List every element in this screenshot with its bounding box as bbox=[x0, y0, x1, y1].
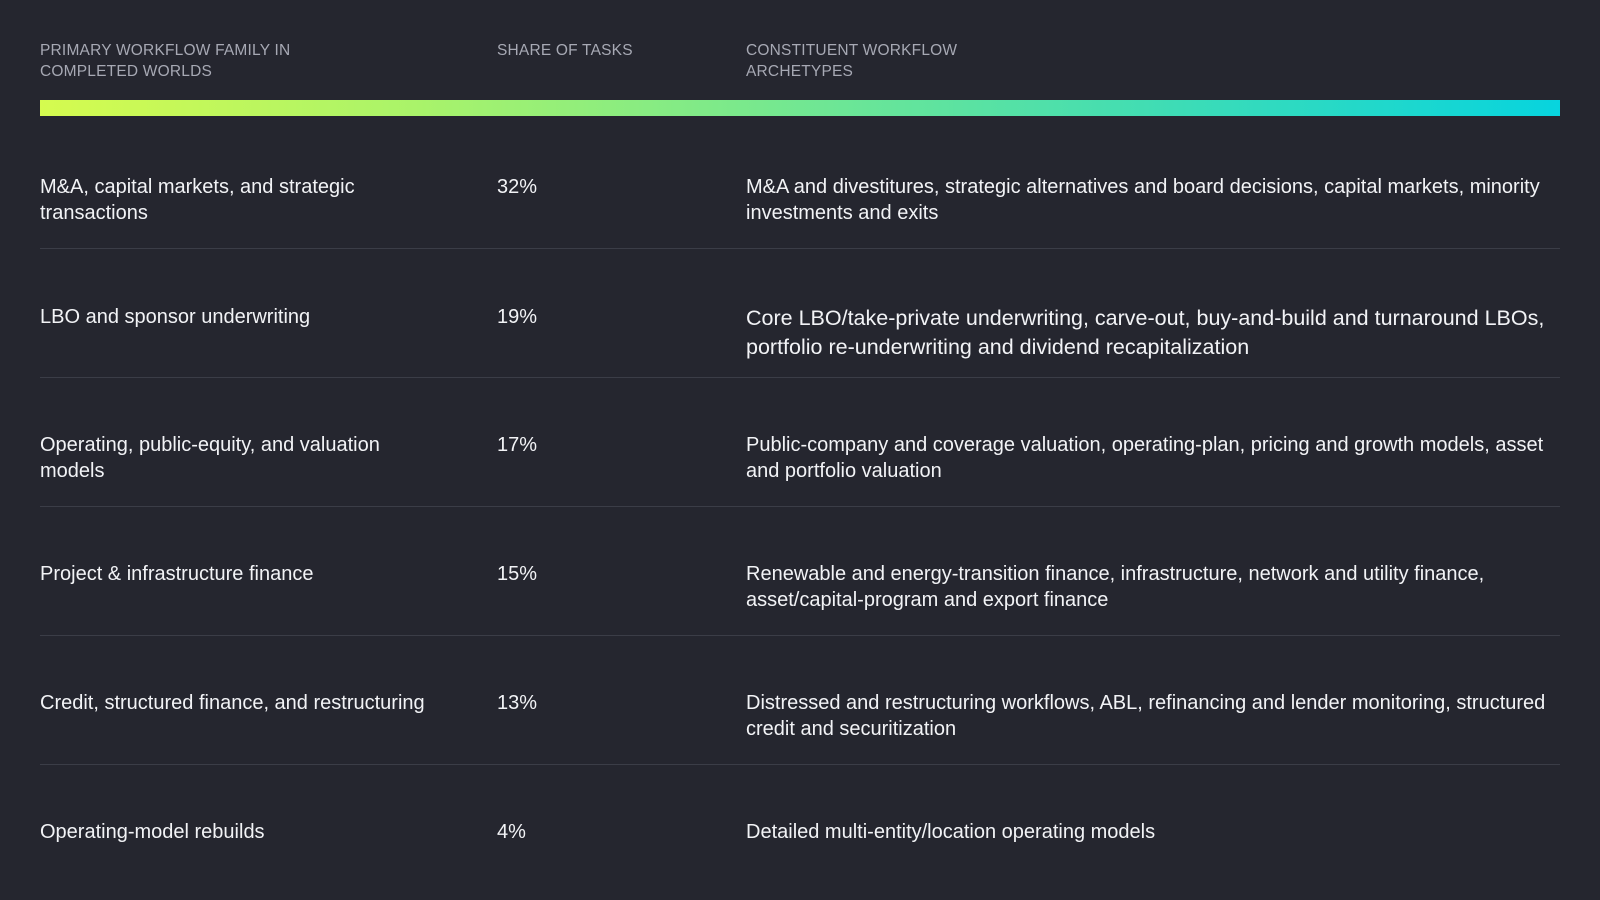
row-archetypes: Detailed multi-entity/location operating… bbox=[746, 821, 1156, 843]
workflow-table: PRIMARY WORKFLOW FAMILY IN COMPLETED WOR… bbox=[40, 0, 1560, 843]
table-header: PRIMARY WORKFLOW FAMILY IN COMPLETED WOR… bbox=[40, 0, 1560, 100]
table-row: Credit, structured finance, and restruct… bbox=[40, 636, 1560, 765]
row-share: 4% bbox=[497, 821, 526, 843]
row-archetypes: Distressed and restructuring workflows, … bbox=[746, 692, 1546, 740]
row-archetypes: Renewable and energy-transition finance,… bbox=[746, 563, 1485, 611]
row-archetypes: Core LBO/take-private underwriting, carv… bbox=[746, 306, 1545, 359]
table-body: M&A, capital markets, and strategic tran… bbox=[40, 120, 1560, 894]
table-row: Operating, public-equity, and valuation … bbox=[40, 378, 1560, 507]
row-archetypes: Public-company and coverage valuation, o… bbox=[746, 434, 1544, 482]
row-share: 13% bbox=[497, 692, 538, 714]
header-share-of-tasks: SHARE OF TASKS bbox=[497, 42, 633, 59]
row-share: 15% bbox=[497, 563, 538, 585]
header-workflow-family: PRIMARY WORKFLOW FAMILY IN COMPLETED WOR… bbox=[40, 42, 291, 80]
table-row: M&A, capital markets, and strategic tran… bbox=[40, 120, 1560, 249]
row-workflow-family: Project & infrastructure finance bbox=[40, 563, 314, 585]
row-archetypes: M&A and divestitures, strategic alternat… bbox=[746, 176, 1540, 224]
table-row: Project & infrastructure finance 15% Ren… bbox=[40, 507, 1560, 636]
table-row: LBO and sponsor underwriting 19% Core LB… bbox=[40, 249, 1560, 378]
accent-gradient-bar bbox=[40, 100, 1560, 116]
row-workflow-family: Credit, structured finance, and restruct… bbox=[40, 692, 425, 714]
row-share: 17% bbox=[497, 434, 538, 456]
row-workflow-family: Operating-model rebuilds bbox=[40, 821, 265, 843]
row-workflow-family: Operating, public-equity, and valuation … bbox=[40, 434, 380, 482]
table-row: Operating-model rebuilds 4% Detailed mul… bbox=[40, 765, 1560, 894]
row-workflow-family: LBO and sponsor underwriting bbox=[40, 306, 311, 328]
header-workflow-archetypes: CONSTITUENT WORKFLOW ARCHETYPES bbox=[746, 42, 958, 80]
row-share: 32% bbox=[497, 176, 538, 198]
row-workflow-family: M&A, capital markets, and strategic tran… bbox=[40, 176, 355, 224]
row-share: 19% bbox=[497, 306, 538, 328]
